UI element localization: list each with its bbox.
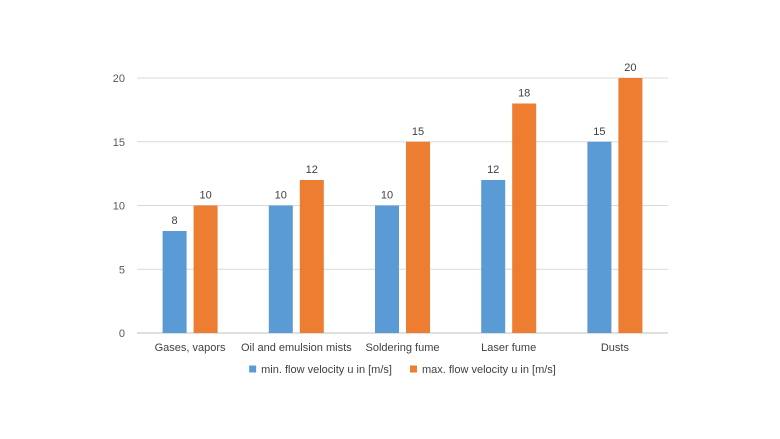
- bar: [268, 205, 293, 333]
- data-label: 10: [199, 190, 211, 202]
- bar: [481, 180, 506, 333]
- y-tick-label: 0: [119, 328, 125, 340]
- data-label: 15: [412, 126, 424, 138]
- bar: [406, 141, 430, 333]
- category-label: Laser fume: [481, 342, 536, 354]
- data-label: 12: [306, 164, 318, 176]
- data-label: 20: [624, 62, 636, 74]
- category-label: Soldering fume: [366, 342, 440, 354]
- legend-label: max. flow velocity u in [m/s]: [422, 364, 556, 376]
- y-tick-label: 20: [113, 73, 125, 85]
- x-axis-categories: Gases, vapors Oil and emulsion mists Solde…: [155, 342, 630, 354]
- legend-swatch: [249, 365, 257, 373]
- data-label: 10: [275, 190, 287, 202]
- gridlines: [137, 77, 668, 334]
- legend-label: min. flow velocity u in [m/s]: [261, 364, 392, 376]
- y-tick-label: 10: [113, 201, 125, 213]
- data-label: 10: [381, 190, 393, 202]
- data-labels: 8 10 10 12 10 15 12 18 15 20: [172, 62, 637, 227]
- category-label: Oil and emulsion mists: [241, 342, 352, 354]
- y-tick-label: 5: [119, 264, 125, 276]
- category-label: Gases, vapors: [155, 342, 226, 354]
- data-label: 12: [487, 164, 499, 176]
- category-label: Dusts: [601, 342, 630, 354]
- bar: [587, 141, 612, 333]
- bar: [512, 103, 537, 333]
- y-tick-label: 15: [113, 137, 125, 149]
- data-label: 15: [593, 126, 605, 138]
- bar: [299, 180, 324, 333]
- data-label: 8: [172, 215, 178, 227]
- bars: [162, 78, 643, 333]
- bar: [193, 205, 218, 333]
- bar: [375, 205, 399, 333]
- bar: [618, 78, 643, 333]
- data-label: 18: [518, 88, 530, 100]
- legend: min. flow velocity u in [m/s] max. flow v…: [249, 364, 556, 376]
- y-axis-ticks: 0 5 10 15 20: [113, 73, 125, 340]
- bar: [162, 231, 187, 333]
- legend-swatch: [409, 365, 417, 373]
